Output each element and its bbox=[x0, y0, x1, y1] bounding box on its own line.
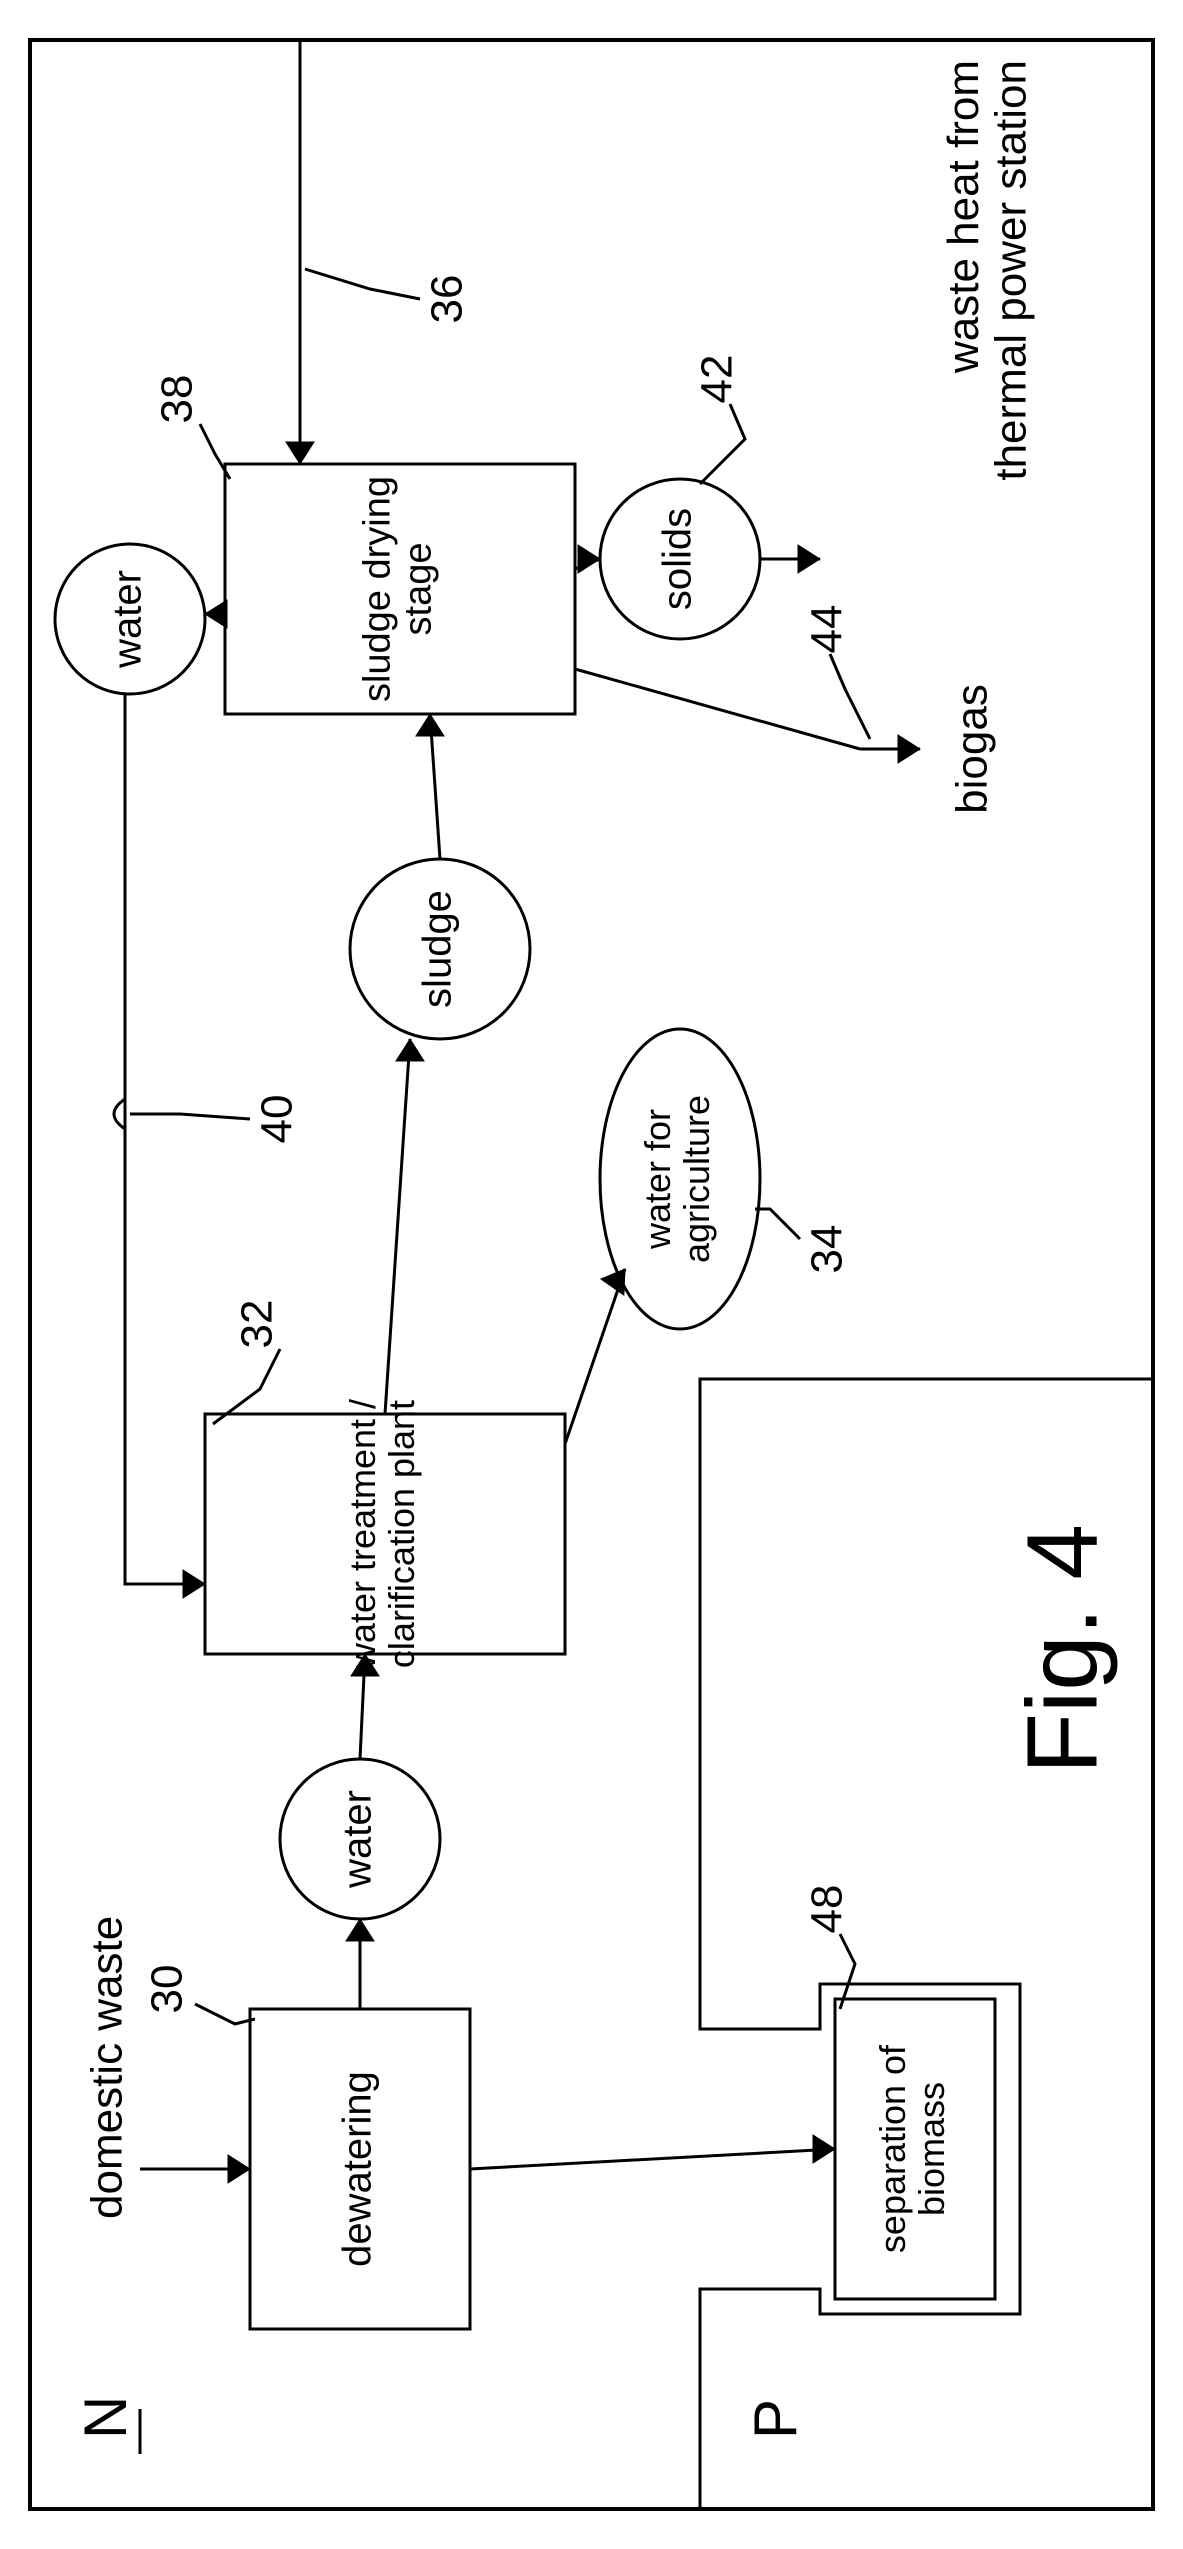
section-p-label: P bbox=[742, 2399, 809, 2439]
waste-heat-arrow bbox=[286, 442, 314, 464]
figure-label: Fig. 4 bbox=[1006, 1524, 1118, 1774]
ref-40: 40 bbox=[253, 1095, 302, 1144]
ref-30: 30 bbox=[143, 1965, 192, 2014]
treatment-to-sludge-arrow bbox=[396, 1039, 424, 1061]
domestic-waste-label: domestic waste bbox=[83, 1916, 132, 2219]
dew-to-water1-arrow bbox=[346, 1919, 374, 1941]
solids-out-arrow bbox=[798, 545, 820, 573]
treatment-text: clarification plant bbox=[381, 1400, 422, 1668]
recycle-line bbox=[125, 694, 205, 1584]
ref-34: 34 bbox=[803, 1225, 852, 1274]
sludge-to-drying-arrow bbox=[416, 714, 444, 736]
drying-text: sludge drying bbox=[357, 476, 399, 702]
treatment-to-agri-arrow bbox=[601, 1269, 625, 1295]
dew-to-separation-arrow bbox=[813, 2135, 835, 2163]
treatment-to-agri bbox=[565, 1269, 625, 1444]
ref-30-leader bbox=[195, 2004, 255, 2024]
ref-38-leader bbox=[200, 424, 230, 479]
recycle-bump bbox=[114, 1099, 125, 1129]
domestic-waste-arrow bbox=[228, 2155, 250, 2183]
section-n-label: N bbox=[72, 2396, 139, 2439]
agri-text: agriculture bbox=[676, 1095, 717, 1263]
separation-text: separation of bbox=[872, 2044, 913, 2253]
biogas-arrow bbox=[898, 735, 920, 763]
recycle-arrow bbox=[183, 1570, 205, 1598]
agri-text: water for bbox=[637, 1109, 678, 1250]
waste-heat-label: thermal power station bbox=[986, 60, 1035, 481]
treatment-to-sludge bbox=[385, 1039, 410, 1414]
ref-36: 36 bbox=[423, 275, 472, 324]
ref-42-leader bbox=[700, 404, 745, 484]
ref-34-leader bbox=[755, 1209, 800, 1239]
sludge-text: sludge bbox=[416, 890, 460, 1008]
ref-48: 48 bbox=[803, 1885, 852, 1934]
drying-text: stage bbox=[398, 543, 440, 636]
ref-42: 42 bbox=[693, 355, 742, 404]
ref-44: 44 bbox=[803, 605, 852, 654]
biogas-label: biogas bbox=[948, 684, 997, 814]
biogas-line-1 bbox=[575, 669, 860, 749]
water1-text: water bbox=[336, 1790, 380, 1889]
waste-heat-label: waste heat from bbox=[939, 60, 988, 374]
ref-36-leader bbox=[305, 269, 420, 299]
ref-44-leader bbox=[830, 654, 870, 739]
dewatering-text: dewatering bbox=[336, 2071, 380, 2267]
separation-text: biomass bbox=[911, 2082, 952, 2216]
ref-40-leader bbox=[130, 1114, 250, 1119]
solids-text: solids bbox=[656, 508, 700, 610]
drying-to-solids-arrow bbox=[578, 545, 600, 573]
dew-to-separation bbox=[470, 2149, 835, 2169]
ref-38: 38 bbox=[153, 375, 202, 424]
drying-to-water2-arrow bbox=[205, 600, 227, 628]
water2-text: water bbox=[106, 570, 150, 669]
ref-32: 32 bbox=[233, 1300, 282, 1349]
treatment-text: water treatment / bbox=[342, 1399, 383, 1670]
